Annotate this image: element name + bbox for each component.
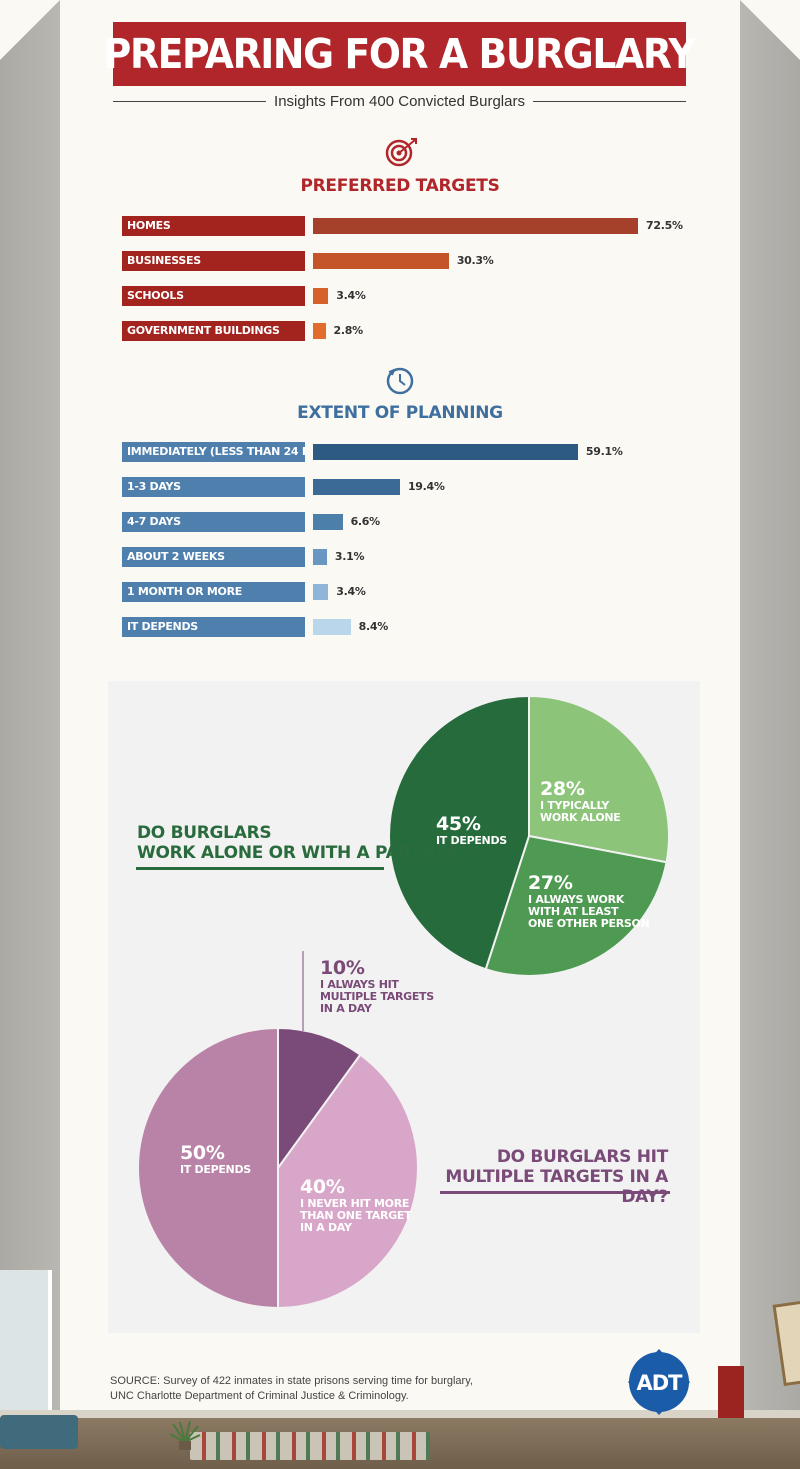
pie-text-work-alone-2: WORK ALONE	[540, 811, 621, 824]
title-banner: PREPARING FOR A BURGLARY	[104, 22, 696, 86]
clock-icon	[386, 367, 414, 395]
planning-bar-category-label: 4-7 DAYS	[122, 512, 305, 532]
window-illustration	[0, 1270, 52, 1410]
pie-text-never-multi-2: THAN ONE TARGET	[300, 1209, 412, 1222]
pie-pct-partner-depends: 45%	[436, 813, 481, 835]
subtitle-rule-left	[113, 100, 267, 102]
planning-bar	[313, 619, 351, 635]
source-line-1: SOURCE: Survey of 422 inmates in state p…	[110, 1375, 473, 1387]
targets-section-title: PREFERRED TARGETS	[300, 176, 500, 196]
target-icon	[385, 138, 417, 167]
pie-pct-with-partner: 27%	[528, 872, 573, 894]
targets-bar-value-label: 72.5%	[646, 219, 683, 232]
pie-text-never-multi-1: I NEVER HIT MORE	[300, 1197, 410, 1210]
pie-label-partner-depends: 45% IT DEPENDS	[436, 814, 507, 847]
sofa-illustration	[0, 1415, 78, 1449]
pie-label-multi-depends: 50% IT DEPENDS	[180, 1143, 251, 1176]
partner-pie-slice-0	[528, 694, 670, 864]
multi-question-rule	[440, 1191, 670, 1194]
source-line-2: UNC Charlotte Department of Criminal Jus…	[110, 1390, 409, 1402]
targets-bar	[313, 288, 329, 304]
planning-bar	[313, 514, 343, 530]
planning-bar	[313, 444, 578, 460]
adt-logo-text: ADT	[636, 1371, 683, 1395]
pie-panel: DO BURGLARS WORK ALONE OR WITH A PARTNER…	[108, 681, 700, 1333]
pie-text-work-alone-1: I TYPICALLY	[540, 799, 610, 812]
pie-text-never-multi-3: IN A DAY	[300, 1221, 352, 1234]
adt-logo: ADT	[628, 1349, 690, 1415]
ceiling-corner-left	[0, 0, 60, 60]
pie-text-always-multi-3: IN A DAY	[320, 1002, 372, 1015]
targets-bar	[313, 253, 449, 269]
pie-label-always-multi: 10% I ALWAYS HIT MULTIPLE TARGETS IN A D…	[320, 958, 434, 1015]
pie-text-always-multi-1: I ALWAYS HIT	[320, 978, 399, 991]
targets-bar-category-label: BUSINESSES	[122, 251, 305, 271]
pie-text-multi-depends: IT DEPENDS	[180, 1163, 251, 1176]
targets-bar-category-label: SCHOOLS	[122, 286, 305, 306]
source-note: SOURCE: Survey of 422 inmates in state p…	[110, 1374, 530, 1404]
targets-bar-value-label: 2.8%	[333, 324, 364, 337]
pie-label-never-multi: 40% I NEVER HIT MORE THAN ONE TARGET IN …	[300, 1176, 412, 1234]
subtitle-rule-right	[532, 100, 687, 102]
baseboard	[0, 1410, 800, 1418]
planning-bar-value-label: 19.4%	[407, 480, 445, 493]
targets-bar-value-label: 30.3%	[456, 254, 494, 267]
pie-pct-multi-depends: 50%	[180, 1142, 225, 1164]
plant-illustration	[169, 1420, 201, 1450]
planning-bar-category-label: IT DEPENDS	[122, 617, 305, 637]
targets-bar-category-label: HOMES	[122, 216, 305, 236]
multi-pie-slice-2	[137, 1026, 279, 1310]
pie-text-with-partner-2: WITH AT LEAST	[528, 905, 619, 918]
pie-pct-always-multi: 10%	[320, 957, 365, 979]
partner-pie-slice-1	[484, 834, 668, 977]
planning-section-title: EXTENT OF PLANNING	[297, 403, 503, 423]
partner-question: DO BURGLARS WORK ALONE OR WITH A PARTNER…	[137, 823, 470, 863]
partner-question-line-2: WORK ALONE OR WITH A PARTNER?	[137, 843, 470, 863]
planning-bar	[313, 549, 327, 565]
partner-question-rule	[136, 867, 384, 870]
pie-label-work-alone: 28% I TYPICALLY WORK ALONE	[540, 779, 621, 824]
planning-bar-value-label: 59.1%	[585, 445, 623, 458]
planning-bar-category-label: ABOUT 2 WEEKS	[122, 547, 305, 567]
page-title: PREPARING FOR A BURGLARY	[104, 30, 696, 78]
targets-bar-category-label: GOVERNMENT BUILDINGS	[122, 321, 305, 341]
partner-pie-slice-2	[388, 694, 530, 971]
multi-question-line-2: MULTIPLE TARGETS IN A DAY?	[445, 1167, 668, 1207]
planning-bar-category-label: 1-3 DAYS	[122, 477, 305, 497]
pie-text-with-partner-1: I ALWAYS WORK	[528, 893, 624, 906]
planning-bar-value-label: 3.4%	[336, 585, 366, 598]
partner-question-line-1: DO BURGLARS	[137, 823, 272, 843]
targets-bar	[313, 218, 638, 234]
door-illustration	[718, 1366, 744, 1418]
pie-pct-never-multi: 40%	[300, 1176, 345, 1198]
pie-label-with-partner: 27% I ALWAYS WORK WITH AT LEAST ONE OTHE…	[528, 873, 650, 930]
page-subtitle: Insights From 400 Convicted Burglars	[274, 92, 525, 110]
planning-bar	[313, 479, 400, 495]
planning-bar-value-label: 3.1%	[334, 550, 365, 563]
subtitle-row: Insights From 400 Convicted Burglars	[113, 90, 687, 112]
multi-question-line-1: DO BURGLARS HIT	[496, 1147, 668, 1167]
pie-text-partner-depends: IT DEPENDS	[436, 834, 507, 847]
pie-pct-work-alone: 28%	[540, 778, 585, 800]
rug-illustration	[190, 1432, 430, 1460]
multi-pie-slice-0	[277, 1026, 362, 1172]
pie-text-with-partner-3: ONE OTHER PERSON	[528, 917, 650, 930]
planning-bar-value-label: 8.4%	[358, 620, 389, 633]
multi-pie-slice-1	[277, 1053, 419, 1310]
planning-bar-category-label: IMMEDIATELY (LESS THAN 24 HOURS)	[122, 442, 305, 462]
planning-bar	[313, 584, 329, 600]
pie-text-always-multi-2: MULTIPLE TARGETS	[320, 990, 434, 1003]
planning-bar-category-label: 1 MONTH OR MORE	[122, 582, 305, 602]
planning-bar-value-label: 6.6%	[350, 515, 381, 528]
targets-bar-value-label: 3.4%	[336, 289, 366, 302]
pie-charts	[137, 694, 670, 1310]
targets-bar	[313, 323, 326, 339]
multi-question: DO BURGLARS HIT MULTIPLE TARGETS IN A DA…	[438, 1147, 668, 1207]
ceiling-corner-right	[740, 0, 800, 60]
